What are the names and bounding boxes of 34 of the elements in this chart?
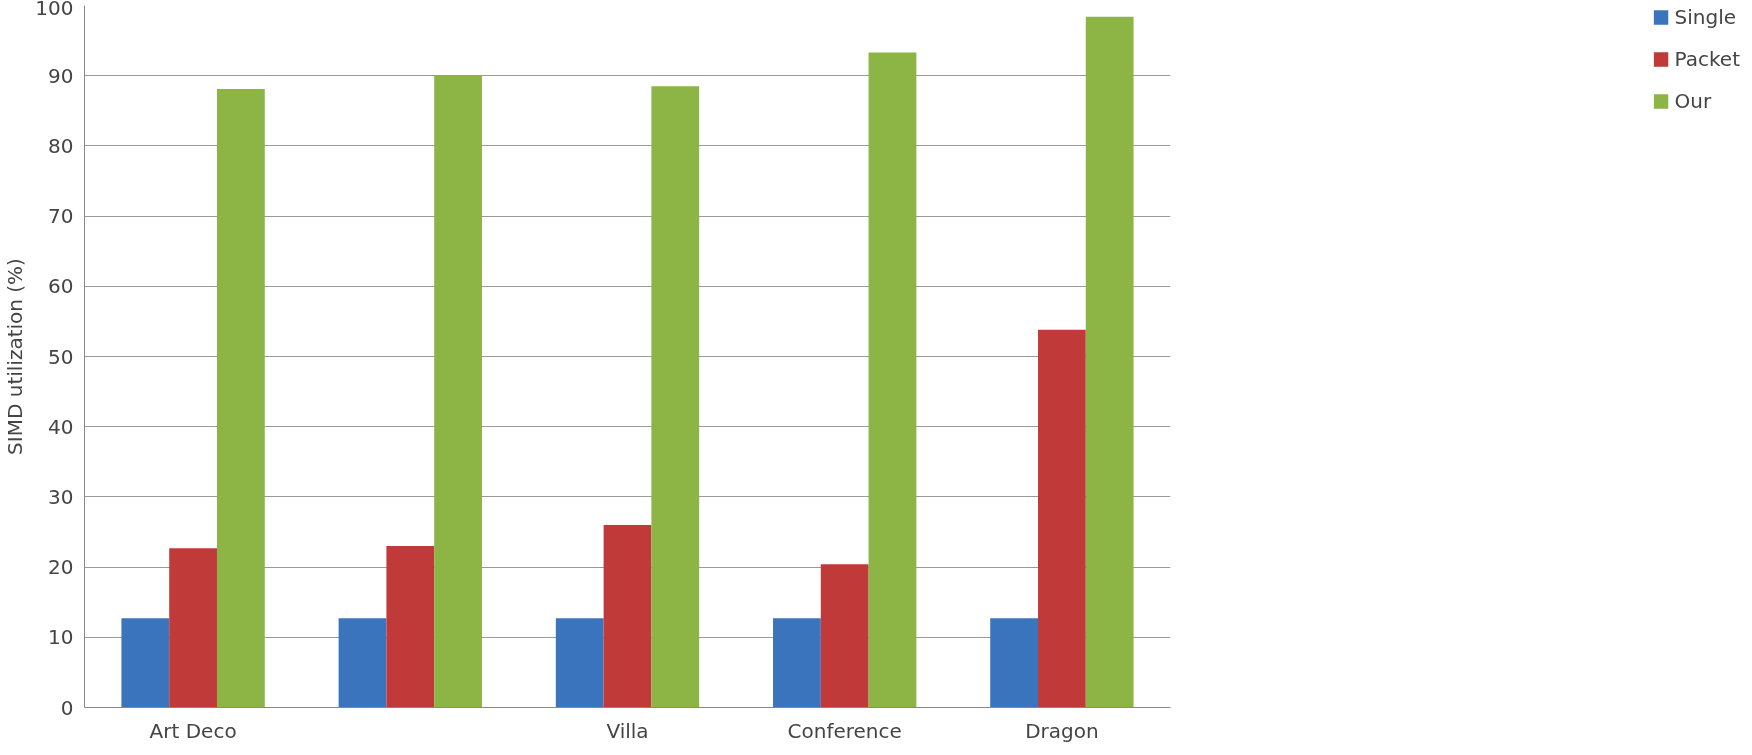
bar	[338, 618, 387, 708]
y-tick-label: 90	[48, 63, 74, 88]
bar	[603, 524, 652, 708]
legend-label: Packet	[1674, 47, 1740, 71]
x-tick-label: Art Deco	[149, 718, 237, 743]
bar	[434, 75, 482, 708]
legend-label: Our	[1674, 89, 1712, 113]
bar	[1085, 16, 1134, 708]
bar	[1038, 329, 1086, 708]
bar	[820, 564, 869, 708]
y-tick-label: 50	[48, 344, 74, 369]
y-tick-label: 70	[48, 204, 74, 229]
x-tick-label: Conference	[787, 718, 902, 743]
bar	[386, 546, 435, 708]
x-tick-label: Dragon	[1025, 718, 1099, 743]
y-tick-label: 30	[48, 484, 74, 509]
bar	[169, 548, 217, 708]
bar	[121, 618, 170, 708]
y-tick-label: 60	[48, 274, 74, 299]
y-tick-label: 20	[48, 555, 74, 580]
y-tick-label: 0	[60, 695, 74, 720]
y-tick-label: 10	[48, 625, 74, 650]
y-axis-title: SIMD utilization (%)	[3, 258, 28, 455]
x-tick-label: Villa	[606, 718, 649, 743]
y-tick-label: 40	[48, 414, 74, 439]
legend-label: Single	[1674, 5, 1737, 29]
bar	[651, 86, 700, 708]
y-tick-label: 80	[48, 133, 74, 158]
bar	[555, 618, 604, 708]
bar	[773, 618, 821, 708]
y-tick-label: 100	[35, 0, 74, 20]
bar	[868, 52, 917, 708]
bar	[990, 618, 1039, 708]
bar	[216, 89, 265, 708]
